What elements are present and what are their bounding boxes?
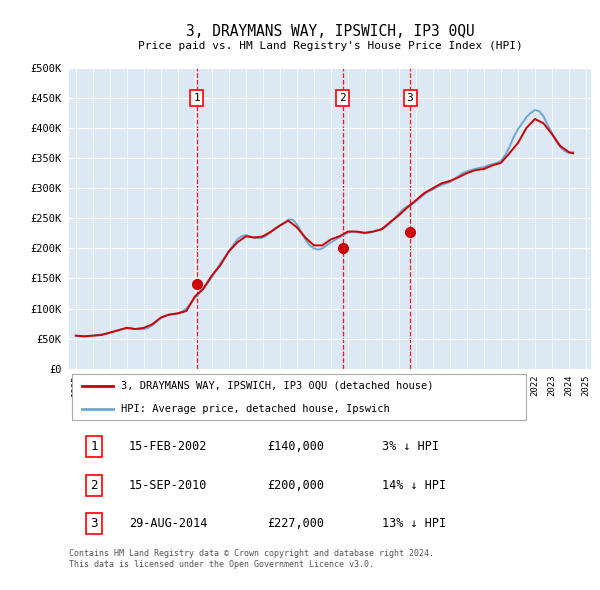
Text: £140,000: £140,000 [268, 440, 325, 453]
Text: HPI: Average price, detached house, Ipswich: HPI: Average price, detached house, Ipsw… [121, 404, 390, 414]
Text: 3% ↓ HPI: 3% ↓ HPI [382, 440, 439, 453]
Text: 3: 3 [407, 93, 413, 103]
FancyBboxPatch shape [71, 373, 526, 420]
Text: 1: 1 [91, 440, 98, 453]
Text: 3: 3 [91, 517, 98, 530]
Text: 15-SEP-2010: 15-SEP-2010 [129, 478, 208, 492]
Text: 2: 2 [340, 93, 346, 103]
Text: Contains HM Land Registry data © Crown copyright and database right 2024.
This d: Contains HM Land Registry data © Crown c… [69, 549, 434, 569]
Text: £227,000: £227,000 [268, 517, 325, 530]
Text: 3, DRAYMANS WAY, IPSWICH, IP3 0QU: 3, DRAYMANS WAY, IPSWICH, IP3 0QU [185, 24, 475, 38]
Text: 29-AUG-2014: 29-AUG-2014 [129, 517, 208, 530]
Text: 13% ↓ HPI: 13% ↓ HPI [382, 517, 446, 530]
Text: 14% ↓ HPI: 14% ↓ HPI [382, 478, 446, 492]
Text: 3, DRAYMANS WAY, IPSWICH, IP3 0QU (detached house): 3, DRAYMANS WAY, IPSWICH, IP3 0QU (detac… [121, 381, 434, 391]
Text: £200,000: £200,000 [268, 478, 325, 492]
Text: 2: 2 [91, 478, 98, 492]
Text: 15-FEB-2002: 15-FEB-2002 [129, 440, 208, 453]
Text: Price paid vs. HM Land Registry's House Price Index (HPI): Price paid vs. HM Land Registry's House … [137, 41, 523, 51]
Text: 1: 1 [193, 93, 200, 103]
